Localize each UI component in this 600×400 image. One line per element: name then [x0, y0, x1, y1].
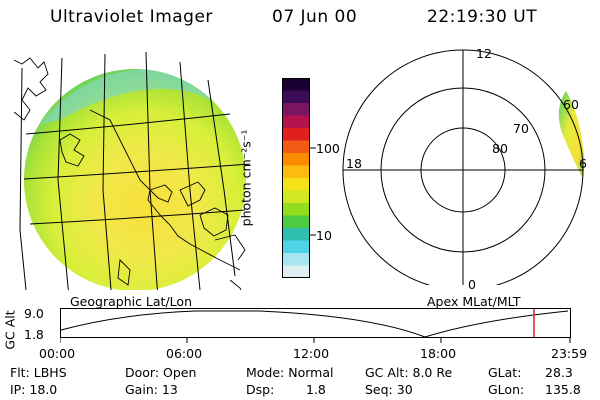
- timeline-xtick-2359: 23:59: [551, 346, 588, 361]
- timeline-xtick-1800: 18:00: [420, 346, 457, 361]
- orbit-timeline: [60, 308, 571, 343]
- polar-plot: [342, 49, 585, 285]
- colorbar-cell: [282, 228, 310, 241]
- imager-disk: [24, 69, 246, 290]
- info-filter: Flt: LBHS: [10, 365, 67, 380]
- colorbar-cell: [282, 215, 310, 229]
- auroral-oval: [558, 91, 585, 177]
- mlt-label-6: 6: [579, 156, 587, 171]
- colorbar-cell: [282, 240, 310, 254]
- colorbar-cell: [282, 190, 310, 204]
- colorbar: [282, 78, 316, 278]
- colorbar-cell: [282, 153, 310, 166]
- info-glon-label: GLon:: [488, 382, 525, 397]
- colorbar-cell: [282, 78, 310, 91]
- timeline-xtick-0000: 00:00: [39, 346, 76, 361]
- timeline-ytick-min: 1.8: [24, 327, 44, 342]
- info-seq: Seq: 30: [365, 382, 413, 397]
- info-gc-alt: GC Alt: 8.0 Re: [365, 365, 453, 380]
- mlt-label-0: 0: [468, 277, 476, 292]
- timeline-ytick-max: 9.0: [24, 306, 44, 321]
- info-dsp-value: 1.8: [306, 382, 326, 397]
- colorbar-cell: [282, 90, 310, 104]
- info-gain: Gain: 13: [125, 382, 178, 397]
- timeline-axis-label: GC Alt: [2, 310, 18, 350]
- mlt-label-12: 12: [476, 46, 492, 61]
- timeline-xtick-1200: 12:00: [293, 346, 330, 361]
- colorbar-cell: [282, 140, 310, 154]
- info-glat-label: GLat:: [488, 365, 522, 380]
- colorbar-cell: [282, 178, 310, 191]
- geographic-map: [13, 51, 251, 290]
- apex-caption: Apex MLat/MLT: [427, 294, 521, 309]
- app-title: Ultraviolet Imager: [50, 7, 213, 27]
- coastline: [13, 57, 246, 290]
- colorbar-tick-100: 100: [316, 141, 340, 156]
- colorbar-tick-10: 10: [316, 228, 332, 243]
- colorbar-cell: [282, 165, 310, 179]
- colorbar-cell: [282, 203, 310, 216]
- timeline-xtick-0600: 06:00: [166, 346, 203, 361]
- colorbar-cell: [282, 115, 310, 129]
- altitude-curve: [60, 310, 569, 338]
- info-ip: IP: 18.0: [10, 382, 58, 397]
- header-time: 22:19:30 UT: [427, 7, 538, 27]
- info-glat-value: 28.3: [545, 365, 573, 380]
- info-glon-value: 135.8: [545, 382, 581, 397]
- lat-label-60: 60: [563, 97, 579, 112]
- info-door: Door: Open: [125, 365, 197, 380]
- mlt-label-18: 18: [346, 156, 362, 171]
- lat-lon-grid: [19, 51, 251, 290]
- header-date: 07 Jun 00: [272, 7, 358, 27]
- lat-label-70: 70: [513, 121, 529, 136]
- colorbar-cell: [282, 128, 310, 141]
- colorbar-cell: [282, 253, 310, 266]
- colorbar-cell: [282, 103, 310, 116]
- colorbar-cell: [282, 265, 310, 278]
- info-dsp-label: Dsp:: [246, 382, 275, 397]
- colorbar-axis-label: photon cm⁻²s⁻¹: [238, 129, 254, 227]
- lat-label-80: 80: [492, 141, 508, 156]
- info-mode: Mode: Normal: [246, 365, 334, 380]
- geographic-caption: Geographic Lat/Lon: [70, 294, 192, 309]
